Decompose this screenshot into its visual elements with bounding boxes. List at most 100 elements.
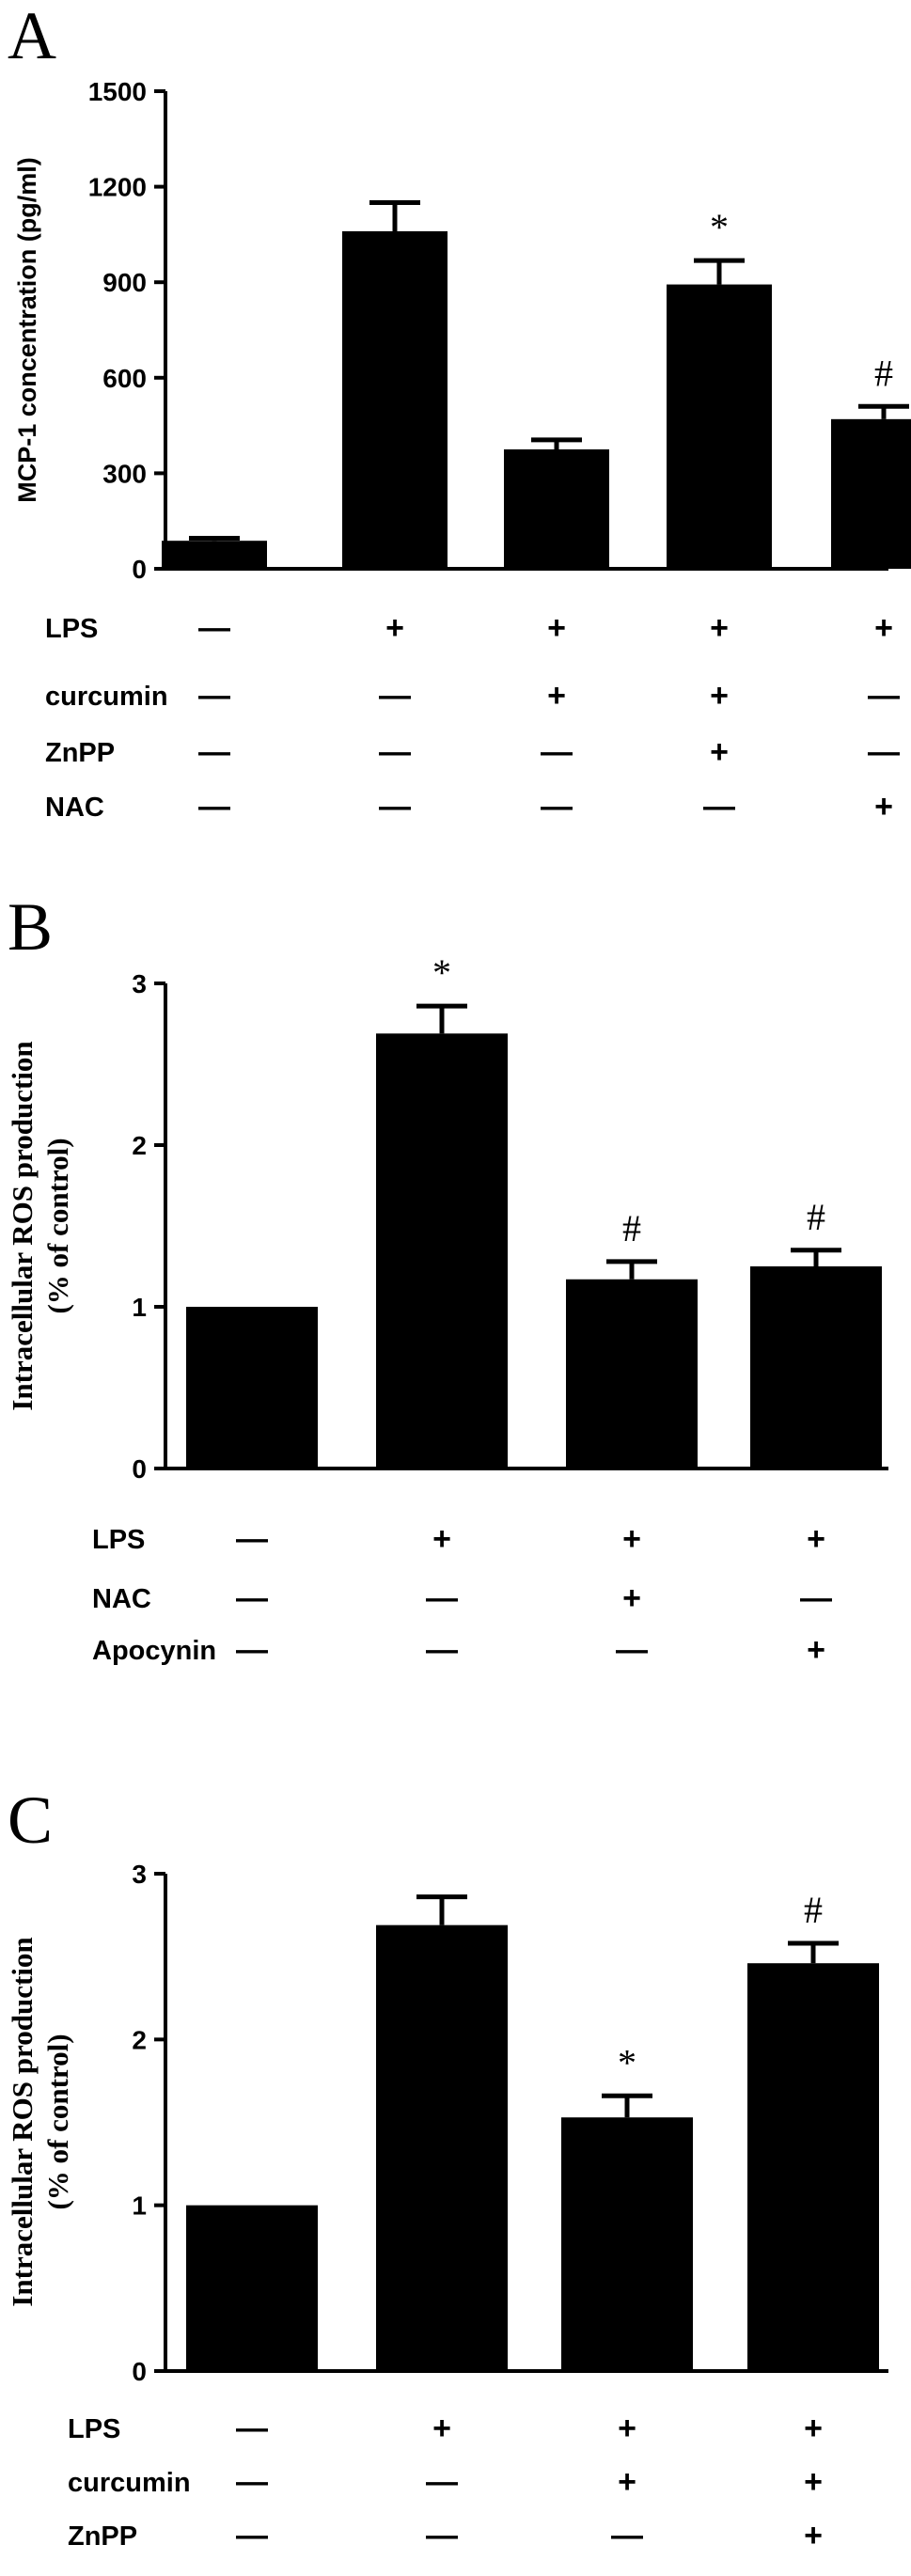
significance-marker: #	[874, 352, 893, 394]
y-tick-label: 1200	[88, 173, 147, 202]
condition-sign: +	[710, 678, 729, 714]
condition-sign: —	[868, 734, 900, 770]
bar	[561, 2117, 693, 2371]
condition-sign: +	[432, 2411, 451, 2446]
significance-marker: #	[804, 1889, 823, 1931]
y-tick-label: 900	[102, 268, 147, 297]
condition-sign: —	[198, 678, 230, 714]
condition-sign: —	[868, 678, 900, 714]
condition-sign: —	[236, 2464, 268, 2500]
bar	[162, 541, 267, 569]
condition-sign: —	[236, 1632, 268, 1668]
significance-marker: *	[618, 2041, 636, 2083]
significance-marker: #	[807, 1196, 825, 1238]
significance-marker: *	[710, 206, 729, 248]
bar	[750, 1266, 882, 1469]
bar	[342, 231, 448, 569]
condition-sign: —	[426, 2464, 458, 2500]
bar	[186, 2205, 318, 2371]
y-axis-label-line: Intracellular ROS production	[6, 1937, 39, 2306]
condition-sign: +	[804, 2411, 823, 2446]
condition-sign: +	[385, 610, 404, 646]
condition-label: LPS	[92, 1525, 145, 1555]
condition-sign: —	[379, 734, 411, 770]
panel-letter: B	[8, 889, 53, 965]
condition-sign: —	[541, 734, 573, 770]
y-tick-label: 3	[132, 969, 147, 998]
condition-sign: +	[710, 734, 729, 770]
condition-label: ZnPP	[45, 738, 115, 768]
condition-sign: —	[703, 789, 735, 825]
panel-letter: C	[8, 1783, 53, 1858]
panel-b: B 0 1 2 3 Intracellular ROS production(% of c…	[6, 889, 888, 1668]
y-tick-label: 3	[132, 1860, 147, 1889]
y-axis-label-line: MCP-1 concentration (pg/ml)	[13, 157, 41, 503]
y-tick-label: 1500	[88, 77, 147, 106]
condition-sign: —	[379, 678, 411, 714]
condition-sign: —	[236, 1580, 268, 1616]
condition-label: Apocynin	[92, 1636, 216, 1666]
y-tick-label: 2	[132, 2025, 147, 2054]
condition-label: NAC	[45, 793, 104, 823]
y-tick-label: 0	[132, 555, 147, 584]
significance-marker: *	[432, 951, 451, 994]
condition-sign: +	[804, 2518, 823, 2553]
condition-sign: —	[379, 789, 411, 825]
y-axis-label: Intracellular ROS production(% of contro…	[6, 1041, 74, 1410]
panel-letter: A	[8, 0, 56, 73]
bar	[747, 1963, 879, 2371]
y-tick-label: 0	[132, 2357, 147, 2386]
condition-label: LPS	[68, 2414, 120, 2444]
condition-sign: —	[616, 1632, 648, 1668]
y-tick-label: 1	[132, 2191, 147, 2221]
bar	[186, 1307, 318, 1469]
condition-sign: +	[710, 610, 729, 646]
y-axis-label-line: (% of control)	[41, 1138, 74, 1313]
condition-sign: +	[547, 678, 566, 714]
condition-sign: —	[611, 2518, 643, 2553]
condition-sign: +	[807, 1521, 825, 1557]
condition-sign: +	[432, 1521, 451, 1557]
significance-marker: #	[622, 1207, 641, 1249]
condition-label: curcumin	[45, 682, 168, 712]
condition-sign: +	[622, 1521, 641, 1557]
condition-sign: +	[547, 610, 566, 646]
condition-label: LPS	[45, 614, 98, 644]
bar	[667, 284, 772, 569]
y-tick-label: 600	[102, 364, 147, 393]
condition-sign: —	[198, 610, 230, 646]
condition-sign: +	[622, 1580, 641, 1616]
y-axis-label-line: (% of control)	[41, 2034, 74, 2209]
condition-sign: +	[874, 610, 893, 646]
y-tick-label: 2	[132, 1131, 147, 1160]
condition-sign: —	[236, 1521, 268, 1557]
y-axis-label: Intracellular ROS production(% of contro…	[6, 1937, 74, 2306]
condition-sign: —	[236, 2411, 268, 2446]
condition-sign: +	[804, 2464, 823, 2500]
panel-c: C 0 1 2 3 Intracellular ROS production(% of c…	[6, 1783, 888, 2553]
panel-a: A 0 300 600 900 1200 1500 MCP-1 concentration (…	[8, 0, 911, 825]
condition-label: NAC	[92, 1584, 151, 1614]
condition-sign: +	[618, 2464, 636, 2500]
y-tick-label: 1	[132, 1293, 147, 1322]
condition-sign: —	[541, 789, 573, 825]
bar	[376, 1033, 508, 1469]
condition-sign: +	[807, 1632, 825, 1668]
y-axis-label: MCP-1 concentration (pg/ml)	[13, 157, 41, 503]
condition-sign: —	[800, 1580, 832, 1616]
condition-sign: —	[426, 1632, 458, 1668]
condition-label: curcumin	[68, 2468, 191, 2498]
y-axis-label-line: Intracellular ROS production	[6, 1041, 39, 1410]
bar	[566, 1279, 698, 1469]
condition-label: ZnPP	[68, 2521, 137, 2552]
y-tick-label: 0	[132, 1454, 147, 1484]
bar	[831, 418, 911, 569]
bar	[504, 449, 609, 569]
condition-sign: +	[874, 789, 893, 825]
condition-sign: —	[236, 2518, 268, 2553]
condition-sign: —	[426, 1580, 458, 1616]
condition-sign: —	[198, 789, 230, 825]
condition-sign: —	[426, 2518, 458, 2553]
bar	[376, 1924, 508, 2371]
